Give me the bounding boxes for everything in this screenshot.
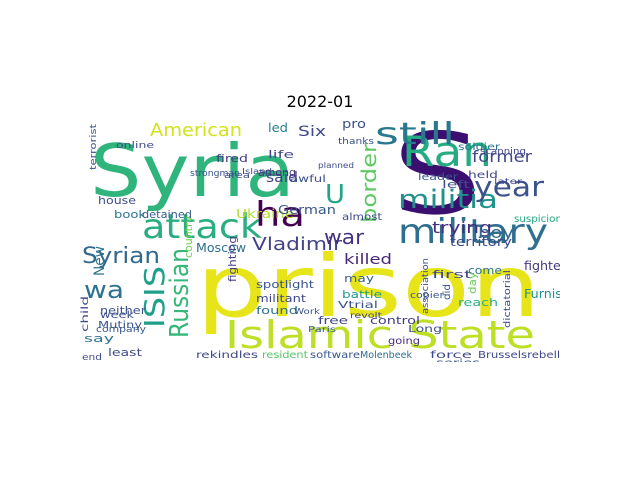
word-may: may [344,272,375,285]
word-long: Long [408,324,442,335]
word-isis: ISIS [138,266,171,328]
word-found: found [256,304,298,317]
word-militant: militant [256,292,307,305]
word-online: online [116,141,155,151]
word-reach: reach [458,296,498,309]
word-fighting: fighting [226,236,239,282]
chart-title: 2022-01 [286,92,354,111]
word-among: among [258,166,296,179]
word-say: say [84,332,115,345]
word-pro: pro [342,118,366,131]
word-awful: awful [290,174,326,185]
word-furnish: Furnish [524,287,560,301]
word-prison: prison [196,237,541,337]
word-brusselsrebellion: Brusselsrebellion [478,350,560,361]
word-syrian: Syrian [82,244,160,269]
word-suspicion: suspicion [514,214,560,225]
word-new: New [92,246,108,276]
word-paris: Paris [308,325,336,334]
word-said: said [266,170,298,186]
word-island: Island [242,167,272,176]
word-detained: detained [142,208,192,221]
word-come: come [468,264,502,277]
word-software: software [310,350,360,361]
word-former: former [472,147,532,166]
word-child: child [80,296,91,332]
word-militia: militia [398,185,498,215]
word-u: U [325,180,345,210]
word-neither: neither [100,304,147,317]
word-dictatorial: dictatorial [503,270,513,328]
word-trying: trying [432,218,492,237]
word-border: border [357,142,381,223]
word-vtrial: Vtrial [338,300,378,311]
word-battle: battle [342,288,382,301]
word-company: company [96,325,147,335]
word-killed: killed [344,252,392,268]
word-war: war [324,225,365,249]
word-revolt: revolt [350,311,382,320]
word-molenbeek: Molenbeek [360,350,412,361]
word-led: led [268,121,288,135]
word-end: end [82,353,102,362]
word-strongman: strongman [190,169,240,179]
word-territory: territory [450,235,512,249]
word-day: day [466,271,479,294]
word-force: force [430,350,472,361]
word-syria: Syria [90,129,295,213]
word-copier: copier [410,291,444,301]
word-going: going [388,336,420,347]
word-fighter: fighter [524,259,560,273]
word-least: least [108,346,143,359]
word-country: country [182,216,195,258]
word-soldier: soldier [458,142,501,153]
word-series: series [436,358,480,362]
word-scanning: scanning [480,147,526,157]
word-thanks: thanks [338,137,374,147]
word-fired: fired [216,152,248,165]
word-left: left [442,178,471,191]
word-house: house [98,194,136,207]
word-planned: planned [318,161,354,170]
word-still: still [375,118,455,152]
word-leader: leader [418,172,459,183]
word-six: Six [298,124,326,140]
word-work: Work [294,307,320,316]
word-year: year [474,170,545,203]
word-rekindles: rekindles [196,350,258,361]
word-german: German [278,203,336,217]
word-s: S [392,118,482,240]
word-moscow: Moscow [196,241,246,255]
word-association: association [421,258,431,314]
word-control: control [370,314,420,327]
word-vladimir: Vladimir [252,234,343,255]
word-military: military [398,212,548,252]
word-wa: wa [84,276,124,304]
word-resident: resident [262,350,308,361]
word-attack: attack [142,207,262,247]
word-later: later [494,177,523,186]
word-spotlight: spotlight [256,278,315,291]
word-area: area [224,171,250,181]
word-boy: boy [478,223,514,242]
word-life: life [268,148,294,161]
word-russian: Russian [165,248,195,338]
word-ran: Ran [402,127,492,176]
word-week: week [100,310,134,321]
word-mutiny: Mutiny [98,320,142,331]
word-ukraine: Ukraine [236,207,294,221]
word-free: free [318,314,348,327]
word-ha: ha [255,195,305,235]
word-held: held [468,170,498,181]
word-terrorist: terrorist [89,123,99,170]
word-did: did [442,284,453,300]
word-almost: almost [342,212,382,223]
word-american: American [150,120,242,141]
word-first: first [432,268,473,281]
word-book: book [114,208,147,221]
word-islamic-state: Islamic State [225,313,535,357]
